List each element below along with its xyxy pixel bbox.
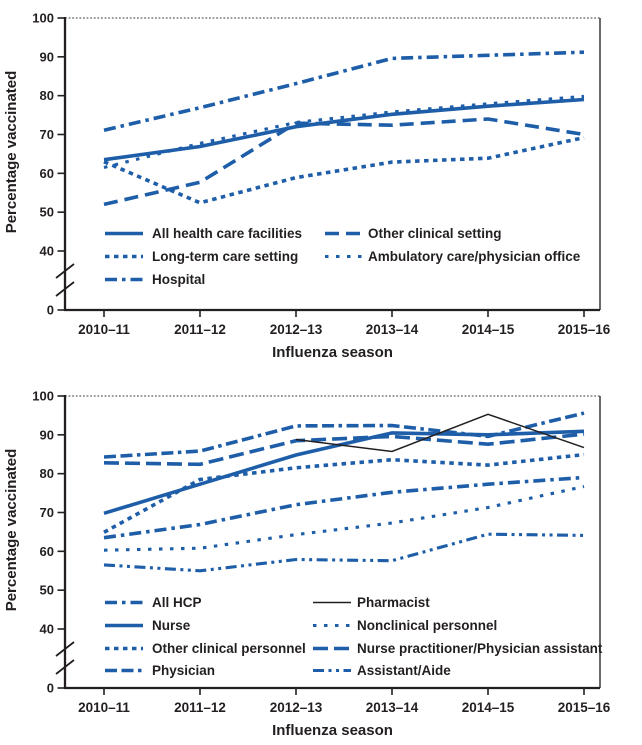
y-tick-label: 50 bbox=[40, 583, 54, 598]
legend-item-nurse: Nurse bbox=[105, 618, 191, 633]
series-line-physician bbox=[103, 411, 585, 459]
series-line-nonclinical-personnel bbox=[103, 484, 585, 552]
vaccination-by-setting-chart: 100 90 80 70 60 50 40 0 2010–11 2011–12 2012–13 201… bbox=[3, 11, 611, 362]
axis-break-mark bbox=[55, 641, 75, 657]
legend-item-hospital: Hospital bbox=[105, 272, 205, 287]
legend-item-assistant-aide: Assistant/Aide bbox=[313, 663, 451, 678]
series-line-other-clinical-setting bbox=[103, 117, 585, 207]
series-line-all-hcp bbox=[103, 475, 585, 540]
x-tick-label: 2013–14 bbox=[366, 322, 419, 337]
y-tick-label: 50 bbox=[40, 205, 54, 220]
series-line-all-health-care-facilities bbox=[103, 97, 585, 162]
x-tick-label: 2015–16 bbox=[558, 700, 611, 715]
axis-break-mark bbox=[55, 281, 75, 297]
x-tick-label: 2014–15 bbox=[462, 700, 515, 715]
legend-item-pharmacist: Pharmacist bbox=[313, 595, 430, 610]
x-tick-label: 2011–12 bbox=[174, 322, 226, 337]
legend-label: All health care facilities bbox=[152, 226, 302, 241]
series-line-pharmacist bbox=[295, 413, 585, 453]
y-tick-label: 80 bbox=[40, 88, 54, 103]
legend-item-nonclinical-personnel: Nonclinical personnel bbox=[313, 618, 497, 633]
y-zero-label: 0 bbox=[47, 681, 54, 696]
x-axis-title: Influenza season bbox=[272, 344, 393, 361]
series-line-other-clinical-personnel bbox=[103, 452, 585, 534]
x-tick-label: 2012–13 bbox=[270, 700, 323, 715]
y-axis-title: Percentage vaccinated bbox=[3, 449, 20, 612]
legend-label: Hospital bbox=[152, 272, 205, 287]
y-tick-label: 70 bbox=[40, 505, 54, 520]
bottom-chart-panel: 100 90 80 70 60 50 40 0 2010–11 2011–12 2012–13 201… bbox=[0, 378, 642, 745]
legend-item-other-clinical-personnel: Other clinical personnel bbox=[105, 641, 306, 656]
y-tick-label: 60 bbox=[40, 544, 54, 559]
y-tick-label: 100 bbox=[32, 11, 54, 26]
y-tick-label: 100 bbox=[32, 389, 54, 404]
legend-label: Nonclinical personnel bbox=[357, 618, 497, 633]
legend-label: Assistant/Aide bbox=[357, 663, 451, 678]
series-line-long-term-care-setting bbox=[103, 135, 585, 205]
x-tick-label: 2013–14 bbox=[366, 700, 419, 715]
y-tick-label: 70 bbox=[40, 127, 54, 142]
legend-item-ambulatory-care-physician-office: Ambulatory care/physician office bbox=[325, 249, 581, 264]
series-line-hospital bbox=[103, 50, 585, 132]
legend-label: Pharmacist bbox=[357, 595, 430, 610]
series-line-ambulatory-care-physician-office bbox=[103, 94, 585, 170]
x-tick-label: 2010–11 bbox=[78, 700, 130, 715]
legend-label: Nurse bbox=[152, 618, 191, 633]
x-tick-label: 2011–12 bbox=[174, 700, 226, 715]
legend-label: Long-term care setting bbox=[152, 249, 298, 264]
axis-break-mark bbox=[55, 659, 75, 675]
series-line-nurse-practitioner-physician-assistant bbox=[103, 432, 585, 467]
y-tick-label: 40 bbox=[40, 244, 54, 259]
legend-label: All HCP bbox=[152, 595, 202, 610]
y-tick-label: 60 bbox=[40, 166, 54, 181]
y-tick-label: 90 bbox=[40, 49, 54, 64]
legend-item-other-clinical-setting: Other clinical setting bbox=[325, 226, 502, 241]
y-axis-title: Percentage vaccinated bbox=[3, 71, 20, 234]
legend-item-nurse-practitioner-physician-assistant: Nurse practitioner/Physician assistant bbox=[313, 641, 603, 656]
y-tick-label: 40 bbox=[40, 622, 54, 637]
vaccination-by-occupation-chart: 100 90 80 70 60 50 40 0 2010–11 2011–12 2012–13 201… bbox=[3, 389, 611, 740]
x-axis-title: Influenza season bbox=[272, 722, 393, 739]
y-zero-label: 0 bbox=[47, 303, 54, 318]
legend-label: Other clinical personnel bbox=[152, 641, 306, 656]
axis-break-mark bbox=[55, 263, 75, 279]
x-tick-label: 2010–11 bbox=[78, 322, 130, 337]
legend-label: Ambulatory care/physician office bbox=[368, 249, 581, 264]
legend-label: Nurse practitioner/Physician assistant bbox=[357, 641, 603, 656]
legend-item-long-term-care-setting: Long-term care setting bbox=[105, 249, 298, 264]
legend-item-physician: Physician bbox=[105, 663, 215, 678]
x-tick-label: 2014–15 bbox=[462, 322, 515, 337]
y-tick-label: 80 bbox=[40, 466, 54, 481]
legend-item-all-health-care-facilities: All health care facilities bbox=[105, 226, 302, 241]
top-chart-panel: 100 90 80 70 60 50 40 0 2010–11 2011–12 2012–13 201… bbox=[3, 11, 611, 362]
x-tick-label: 2015–16 bbox=[558, 322, 611, 337]
x-tick-label: 2012–13 bbox=[270, 322, 323, 337]
series-line-nurse bbox=[103, 429, 585, 516]
series-line-assistant-aide bbox=[103, 532, 585, 573]
legend-label: Other clinical setting bbox=[368, 226, 502, 241]
y-tick-label: 90 bbox=[40, 427, 54, 442]
legend-label: Physician bbox=[152, 663, 215, 678]
legend-item-all-hcp: All HCP bbox=[105, 595, 202, 610]
